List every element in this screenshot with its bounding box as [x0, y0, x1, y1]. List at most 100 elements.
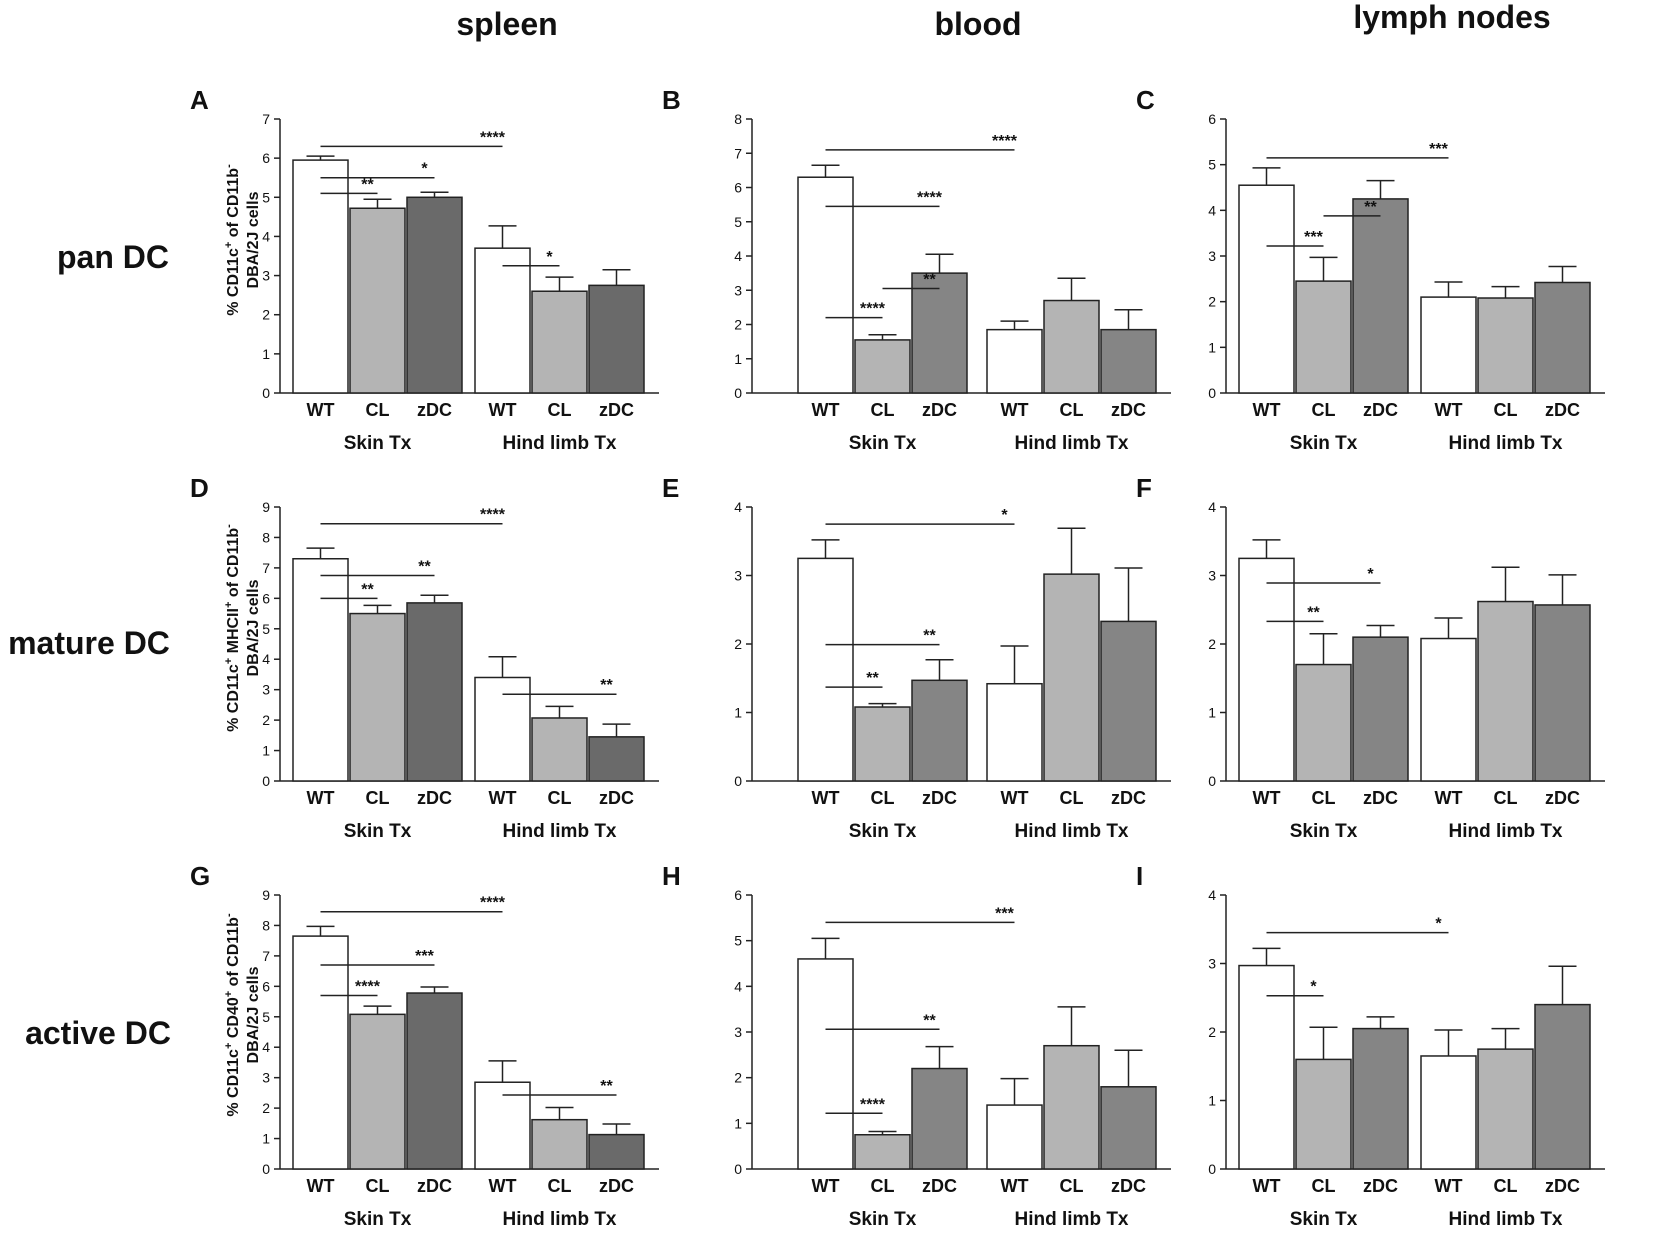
y-tick-label-e: 1 — [734, 705, 742, 721]
x-category-label-i: CL — [1494, 1176, 1518, 1196]
bar-f-cl-skin — [1295, 663, 1352, 782]
y-tick-label-h: 4 — [734, 978, 742, 994]
x-category-label-c: CL — [1312, 400, 1336, 420]
y-tick-label-h: 1 — [734, 1115, 742, 1131]
y-tick-label-f: 4 — [1208, 499, 1216, 515]
x-category-label-d: zDC — [599, 788, 634, 808]
x-category-label-h: zDC — [922, 1176, 957, 1196]
x-category-label-f: WT — [1435, 788, 1463, 808]
x-category-label-h: CL — [871, 1176, 895, 1196]
bar-g-wt-hindlimb — [474, 1081, 531, 1170]
x-group-label-i: Skin Tx — [1290, 1209, 1358, 1230]
x-category-label-a: zDC — [599, 400, 634, 420]
x-group-label-c: Skin Tx — [1290, 433, 1358, 454]
bar-c-cl-hindlimb — [1477, 297, 1534, 394]
x-category-label-a: CL — [548, 400, 572, 420]
bar-h-wt-skin — [797, 958, 854, 1170]
bar-g-wt-skin — [292, 935, 349, 1170]
x-category-label-b: zDC — [1111, 400, 1146, 420]
y-tick-label-d: 1 — [262, 743, 270, 759]
y-tick-label-a: 0 — [262, 385, 270, 401]
svg-text:DBA/2J cells: DBA/2J cells — [245, 966, 262, 1063]
y-tick-label-e: 3 — [734, 568, 742, 584]
y-tick-label-h: 3 — [734, 1024, 742, 1040]
y-tick-label-c: 3 — [1208, 248, 1216, 264]
significance-label-d: ** — [600, 677, 613, 694]
bar-d-zdc-skin — [406, 602, 463, 782]
bar-b-zdc-skin — [911, 272, 968, 394]
x-category-label-g: WT — [307, 1176, 335, 1196]
x-group-label-e: Hind limb Tx — [1015, 821, 1129, 842]
y-tick-label-h: 5 — [734, 933, 742, 949]
row-title-active-dc: active DC — [25, 1015, 171, 1051]
y-tick-label-i: 1 — [1208, 1093, 1216, 1109]
y-tick-label-b: 7 — [734, 145, 742, 161]
y-tick-label-h: 6 — [734, 887, 742, 903]
panel-letter-h: H — [662, 861, 681, 891]
x-category-label-a: WT — [489, 400, 517, 420]
bar-e-cl-hindlimb — [1043, 573, 1100, 782]
bar-d-cl-hindlimb — [531, 717, 588, 782]
x-category-label-h: WT — [812, 1176, 840, 1196]
bar-i-wt-skin — [1238, 964, 1295, 1170]
significance-label-b: **** — [917, 189, 943, 206]
x-category-label-e: WT — [1001, 788, 1029, 808]
x-category-label-c: zDC — [1363, 400, 1398, 420]
bar-h-zdc-hindlimb — [1100, 1086, 1157, 1170]
x-group-label-d: Skin Tx — [344, 821, 412, 842]
bar-c-cl-skin — [1295, 280, 1352, 394]
y-tick-label-g: 4 — [262, 1039, 270, 1055]
bar-e-zdc-hindlimb — [1100, 620, 1157, 782]
y-tick-label-a: 6 — [262, 150, 270, 166]
y-tick-label-h: 0 — [734, 1161, 742, 1177]
y-tick-label-e: 4 — [734, 499, 742, 515]
y-tick-label-d: 2 — [262, 712, 270, 728]
x-category-label-a: CL — [366, 400, 390, 420]
x-group-label-e: Skin Tx — [849, 821, 917, 842]
bar-d-wt-hindlimb — [474, 676, 531, 782]
significance-label-d: ** — [418, 559, 431, 576]
y-tick-label-i: 3 — [1208, 956, 1216, 972]
x-category-label-b: zDC — [922, 400, 957, 420]
y-tick-label-c: 1 — [1208, 339, 1216, 355]
y-tick-label-g: 6 — [262, 978, 270, 994]
x-category-label-e: CL — [871, 788, 895, 808]
bar-h-cl-hindlimb — [1043, 1044, 1100, 1170]
x-category-label-h: CL — [1060, 1176, 1084, 1196]
y-tick-label-c: 4 — [1208, 202, 1216, 218]
column-title-blood: blood — [934, 6, 1021, 42]
bar-g-cl-skin — [349, 1013, 406, 1170]
y-tick-label-e: 2 — [734, 636, 742, 652]
x-group-label-f: Skin Tx — [1290, 821, 1358, 842]
y-tick-label-f: 3 — [1208, 568, 1216, 584]
y-tick-label-g: 9 — [262, 887, 270, 903]
x-category-label-c: zDC — [1545, 400, 1580, 420]
y-tick-label-b: 5 — [734, 214, 742, 230]
y-tick-label-a: 7 — [262, 111, 270, 127]
x-category-label-c: WT — [1435, 400, 1463, 420]
bar-c-zdc-hindlimb — [1534, 281, 1591, 394]
x-category-label-d: WT — [307, 788, 335, 808]
significance-label-a: ** — [361, 176, 374, 193]
bar-c-wt-skin — [1238, 184, 1295, 394]
y-tick-label-c: 6 — [1208, 111, 1216, 127]
y-tick-label-f: 0 — [1208, 773, 1216, 789]
significance-label-a: * — [546, 249, 553, 266]
panel-letter-i: I — [1136, 861, 1143, 891]
y-tick-label-b: 2 — [734, 317, 742, 333]
significance-label-i: * — [1435, 916, 1442, 933]
x-category-label-e: zDC — [922, 788, 957, 808]
y-tick-label-c: 0 — [1208, 385, 1216, 401]
y-tick-label-b: 4 — [734, 248, 742, 264]
bar-b-wt-skin — [797, 176, 854, 394]
y-tick-label-b: 1 — [734, 351, 742, 367]
significance-label-g: ** — [600, 1078, 613, 1095]
y-tick-label-b: 6 — [734, 180, 742, 196]
significance-label-i: * — [1310, 979, 1317, 996]
bar-f-wt-hindlimb — [1420, 637, 1477, 782]
column-title-spleen: spleen — [456, 6, 557, 42]
significance-label-c: *** — [1429, 141, 1448, 158]
svg-text:DBA/2J cells: DBA/2J cells — [245, 579, 262, 676]
x-category-label-b: CL — [1060, 400, 1084, 420]
